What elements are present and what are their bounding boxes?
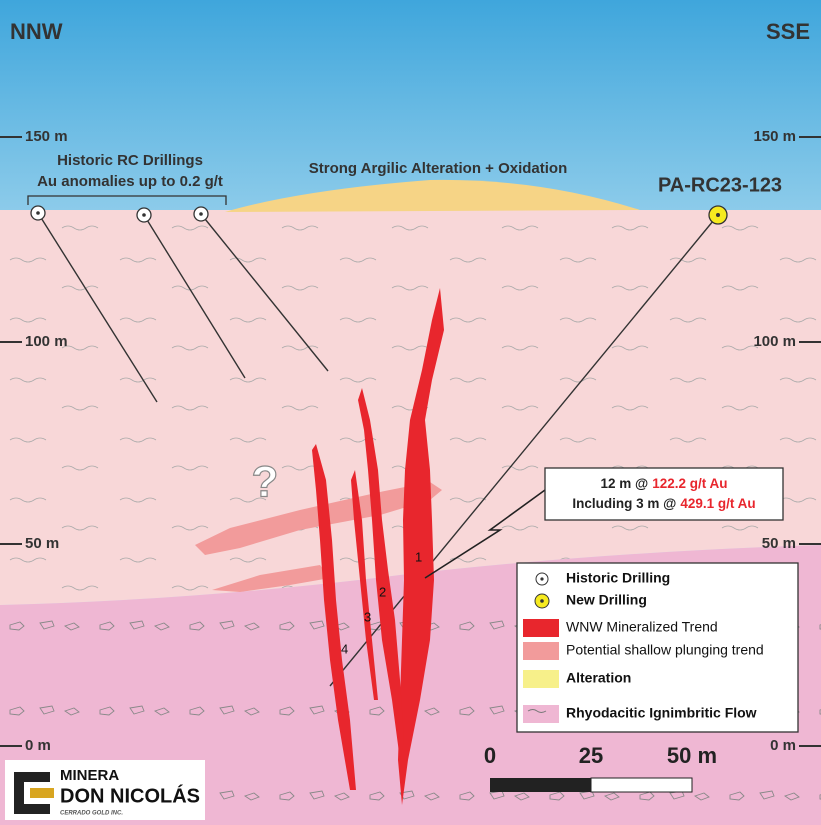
vein	[358, 388, 404, 760]
legend-label: WNW Mineralized Trend	[566, 619, 718, 635]
scale-segment	[490, 778, 591, 792]
collar-dot	[36, 211, 40, 215]
legend-symbol	[523, 642, 559, 660]
drill-traces	[37, 212, 719, 687]
question-mark: ?	[252, 458, 279, 507]
legend-label: New Drilling	[566, 592, 647, 608]
elevation-label: 100 m	[753, 333, 796, 350]
legend-label: Potential shallow plunging trend	[566, 642, 764, 658]
direction-label: SSE	[766, 19, 810, 44]
legend-symbol	[527, 709, 547, 713]
elevation-label: 0 m	[770, 737, 796, 754]
legend-box	[516, 562, 799, 733]
elevation-label: 150 m	[753, 128, 796, 145]
logo-mark	[14, 772, 50, 814]
vein-label: 4	[341, 641, 348, 656]
intercept-line: Including 3 m @ 429.1 g/t Au	[572, 496, 755, 511]
intercept-grade: 122.2 g/t Au	[652, 476, 727, 491]
annotation: Historic RC Drillings	[57, 152, 203, 169]
legend-label: Rhyodacitic Ignimbritic Flow	[566, 705, 757, 721]
logo-text: MINERA	[60, 767, 119, 784]
legend-symbol	[523, 670, 559, 688]
logo-text: CERRADO GOLD INC.	[60, 811, 123, 817]
vein	[398, 288, 444, 805]
logo: MINERA DON NICOLÁS CERRADO GOLD INC.	[5, 760, 205, 820]
legend: Historic Drilling New Drilling WNW Miner…	[516, 562, 799, 733]
drill-trace	[329, 214, 719, 687]
annotation: Au anomalies up to 0.2 g/t	[37, 173, 223, 190]
intercept-text: 12 m @	[601, 476, 649, 491]
logo-mark	[30, 788, 54, 798]
collar-dot	[716, 213, 720, 217]
vein	[312, 444, 356, 790]
collar-dot	[142, 213, 146, 217]
legend-symbol	[523, 619, 559, 637]
collars	[30, 205, 728, 225]
drill-trace	[37, 212, 158, 403]
scale-label: 25	[579, 743, 603, 768]
direction-label: NNW	[10, 19, 63, 44]
bracket	[27, 195, 227, 205]
intercept-box	[544, 467, 784, 521]
legend-label: Historic Drilling	[566, 570, 670, 586]
elevation-label: 100 m	[25, 333, 68, 350]
legend-symbol	[523, 705, 559, 723]
legend-symbol	[540, 577, 544, 581]
alteration-lens	[225, 179, 640, 212]
legend-symbol	[540, 599, 544, 603]
vein	[351, 470, 378, 700]
intercept-text: Including 3 m @	[572, 496, 676, 511]
scale-label: 50 m	[667, 743, 717, 768]
vein-label: 3	[364, 609, 371, 624]
elevation-label: 150 m	[25, 128, 68, 145]
drill-trace	[143, 214, 246, 379]
elevation-ticks	[0, 136, 821, 747]
collar-dot	[199, 212, 203, 216]
elevation-label: 0 m	[25, 737, 51, 754]
vein-label: 2	[379, 584, 386, 599]
vein-label: 1	[415, 549, 422, 564]
drill-trace	[200, 213, 329, 372]
scale-segment	[590, 777, 693, 793]
elevation-label: 50 m	[762, 535, 796, 552]
scale-label: 0	[484, 743, 496, 768]
callout-leader	[424, 489, 546, 579]
hole-label: PA-RC23-123	[658, 174, 782, 196]
elevation-label: 50 m	[25, 535, 59, 552]
intercept-line: 12 m @122.2 g/t Au	[601, 476, 728, 491]
plunging-trend	[212, 565, 330, 592]
legend-label: Alteration	[566, 670, 631, 686]
intercept-grade: 429.1 g/t Au	[680, 496, 755, 511]
logo-text: DON NICOLÁS	[60, 784, 200, 807]
annotation: Strong Argilic Alteration + Oxidation	[309, 160, 568, 177]
veins	[312, 288, 444, 805]
